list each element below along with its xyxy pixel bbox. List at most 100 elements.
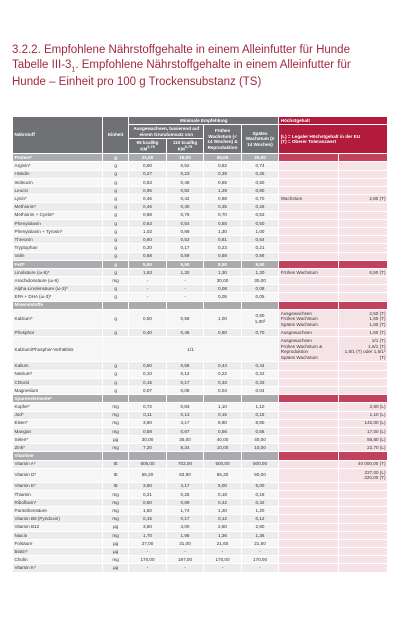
- nutrient-name: Folsäure: [12, 538, 103, 549]
- nutrient-name: Eisen*: [12, 418, 103, 428]
- min-value: 0,23: [203, 243, 242, 253]
- min-value: 0,69: [165, 497, 205, 508]
- min-value: 0,15: [240, 410, 280, 420]
- min-value: 170,00: [203, 555, 242, 565]
- max-value: [338, 202, 388, 212]
- max-label: [278, 186, 340, 196]
- min-value: 31,00: [165, 538, 205, 549]
- max-value: [338, 563, 388, 573]
- unit: g: [101, 235, 130, 245]
- nutrient-row: Jod* mg 0,11 0,13 0,15 0,15 1,10 (L): [12, 410, 388, 420]
- unit: [101, 300, 130, 310]
- nutrient-row: Riboflavin* mg 0,60 0,69 0,42 0,42: [12, 497, 388, 508]
- nutrient-name: Valin: [12, 251, 103, 261]
- min-value: 0,18: [240, 489, 280, 499]
- min-value: 21,60: [240, 538, 280, 549]
- section-row: Mineralstoffe: [12, 300, 388, 310]
- nutrient-name: Jod*: [12, 410, 103, 420]
- unit: g: [101, 251, 130, 261]
- min-value: 0,72: [128, 402, 167, 412]
- min-value: 0,80 1,00²: [240, 308, 280, 330]
- nutrient-row: Vitamin D* IE 55,20 63,90 55,30 50,00 227,00 (…: [12, 467, 388, 483]
- min-value: 0,50: [240, 177, 280, 188]
- max-value: 22,70 (L): [338, 443, 388, 453]
- min-value: [240, 394, 280, 404]
- min-value: 606,00: [128, 459, 167, 469]
- caption-text: . Empfohlene Nährstoffgehalte in einem A…: [12, 59, 351, 89]
- col-max-note: (L) = Legaler Höchstgehalt in der EU (T) …: [278, 124, 388, 155]
- nutrient-name: Vitamin B12: [12, 522, 103, 532]
- max-label: [278, 538, 340, 549]
- max-value: [338, 218, 388, 228]
- min-value: 0,35: [203, 202, 242, 212]
- min-value: 1,32: [165, 267, 205, 278]
- max-label: [278, 361, 340, 371]
- cell-line: 1,60 (T): [369, 316, 386, 322]
- min-value: 21,00: [128, 153, 167, 163]
- min-value: 0,05: [203, 292, 242, 302]
- min-value: -: [203, 547, 242, 557]
- min-value: 0,26: [240, 202, 280, 212]
- min-value: 0,58: [165, 308, 205, 330]
- unit: IE: [101, 467, 130, 483]
- min-value: 27,00: [128, 538, 167, 549]
- min-value: 0,59: [165, 251, 205, 261]
- unit: g: [101, 210, 130, 220]
- min-value: 8,34: [165, 443, 205, 453]
- nutrient-row: Eisen* mg 3,60 4,17 8,80 8,80 142,00 (L): [12, 418, 388, 428]
- min-value: 0,56: [240, 251, 280, 261]
- max-value: [338, 153, 388, 163]
- max-value: [338, 481, 388, 491]
- min-value: [240, 300, 280, 310]
- nutrient-name: Linolsäure (ω-6)*: [12, 267, 103, 278]
- max-value: [338, 506, 388, 516]
- nutrient-name: Threonin: [12, 235, 103, 245]
- unit: µg: [101, 435, 130, 445]
- max-label: [278, 226, 340, 237]
- min-value: 0,07: [128, 385, 167, 396]
- max-value: [338, 361, 388, 371]
- min-value: 30,00: [128, 435, 167, 445]
- max-label: [278, 443, 340, 453]
- min-value: 40,00: [240, 435, 280, 445]
- nutrient-name: Mineralstoffe: [12, 300, 103, 310]
- nutrient-name: Natrium*: [12, 369, 103, 379]
- min-value: 0,08: [203, 284, 242, 294]
- max-label: [278, 418, 340, 428]
- unit: g: [101, 169, 130, 179]
- nutrient-name: Kupfer*: [12, 402, 103, 412]
- min-value: 4,17: [165, 481, 205, 491]
- col-adult-95: 95 kcal/kg KM0,75: [128, 137, 167, 155]
- min-value: 0,68: [128, 251, 167, 261]
- nutrient-name: Arachidonsäure (ω-6): [12, 276, 103, 286]
- min-value: 63,90: [165, 467, 205, 483]
- nutrient-name: Phenylalanin: [12, 218, 103, 228]
- min-value: -: [165, 284, 205, 294]
- nutrient-row: Linolsäure (ω-6)* g 1,53 1,32 1,30 1,30 Frühes…: [12, 267, 388, 278]
- min-value: 50,00: [240, 467, 280, 483]
- min-value: 0,15: [128, 514, 167, 524]
- col-sup: 0,75: [147, 145, 155, 150]
- max-label: [278, 369, 340, 379]
- unit: µg: [101, 522, 130, 532]
- nutrient-name: Vitamin K*: [12, 563, 103, 573]
- max-value: 1,10 (L): [338, 410, 388, 420]
- cell-line: 2,50 (T): [369, 310, 386, 316]
- max-label: [278, 161, 340, 171]
- min-value: 0,63: [128, 218, 167, 228]
- nutrient-row: Vitamin A* IE 606,00 702,00 500,00 500,00 40 0…: [12, 459, 388, 469]
- min-value: 0,25: [165, 489, 205, 499]
- nutrient-name: Vitamin A*: [12, 459, 103, 469]
- nutrient-row: Leucin g 0,95 0,82 1,29 0,80: [12, 186, 388, 196]
- min-value: 0,11: [128, 410, 167, 420]
- nutrient-name: Protein*: [12, 153, 103, 163]
- col-adult: Ausgewachsen, basierend auf einem Grundu…: [128, 124, 205, 139]
- min-value: 0,67: [165, 426, 205, 437]
- max-label: [278, 547, 340, 557]
- max-label: [278, 169, 340, 179]
- nutrient-row: Kalzium/Phosphor-Verhältnis 1/1 Ausgewachs…: [12, 336, 388, 363]
- min-value: [165, 451, 205, 461]
- col-early-growth: Frühes Wachstum (< 14 Wochen) & Reproduk…: [203, 124, 242, 155]
- max-value: [338, 243, 388, 253]
- min-value: 10,00: [240, 443, 280, 453]
